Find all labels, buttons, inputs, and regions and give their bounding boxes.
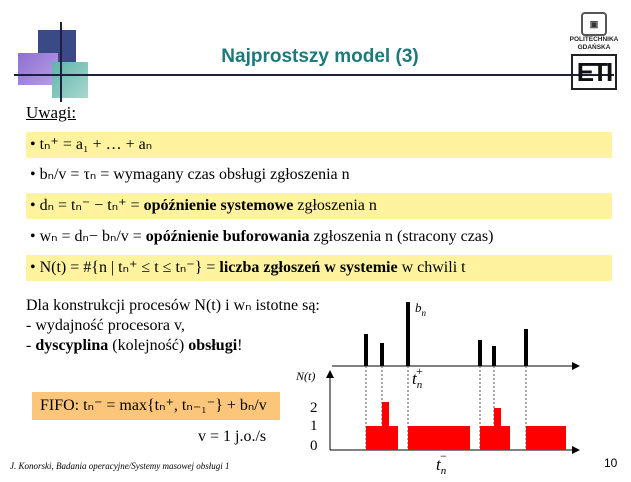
bullet-service-time: • bₙ/v = τₙ = wymagany czas obsługi zgło… <box>26 162 612 188</box>
arrival-impulse <box>406 302 410 366</box>
nt-x-axis-arrow <box>572 446 580 454</box>
university-logo: ▣ POLITECHNIKA GDAŃSKA ETI <box>568 12 620 92</box>
para-post: ! <box>237 337 243 354</box>
logo-line-2: GDAŃSKA <box>577 44 611 51</box>
bullet-text: • tₙ⁺ = a₁ + … + aₙ <box>30 136 153 153</box>
para-bold-discipline: dyscyplina <box>35 337 109 354</box>
label-nt: N(t) <box>295 369 315 383</box>
seal-icon: ▣ <box>581 12 607 36</box>
arrival-impulse <box>364 334 368 366</box>
page-number: 10 <box>604 456 618 470</box>
para-mid: (kolejność) <box>108 337 189 354</box>
arrival-impulse <box>524 329 528 366</box>
bullet-system-delay: • dₙ = tₙ⁻ − tₙ⁺ = opóźnienie systemowe … <box>26 193 612 219</box>
bullet-bold-term: opóźnienie buforowania <box>145 228 310 245</box>
y-tick-2: 2 <box>310 400 318 416</box>
decor-vertical-line <box>60 22 62 102</box>
arrival-impulse <box>380 343 384 366</box>
y-tick-0: 0 <box>310 438 318 454</box>
arrival-impulse <box>478 340 482 366</box>
decor-square-purple <box>18 53 58 85</box>
para-bold-service: obsługi <box>188 337 238 354</box>
arrival-impulse <box>492 346 496 366</box>
bullet-text-post: zgłoszenia n (stracony czas) <box>309 228 494 245</box>
paragraph-line-1: Dla konstrukcji procesów N(t) i wₙ istot… <box>26 297 320 314</box>
slide-title: Najprostszy model (3) <box>221 46 419 67</box>
bullet-text-post: w chwili t <box>397 259 466 276</box>
nt-step <box>382 402 389 426</box>
bullet-text-pre: • N(t) = #{n | tₙ⁺ ≤ t ≤ tₙ⁻} = <box>30 259 220 276</box>
bullet-text: • bₙ/v = τₙ = wymagany czas obsługi zgło… <box>30 166 350 183</box>
bullet-bold-term: liczba zgłoszeń w systemie <box>219 259 398 276</box>
bullet-text-pre: • dₙ = tₙ⁻ − tₙ⁺ = <box>30 197 144 214</box>
paragraph-line-2: - wydajność procesora v, <box>26 317 185 334</box>
nt-step <box>494 408 501 426</box>
notes-heading: Uwagi: <box>26 103 77 122</box>
logo-line-1: POLITECHNIKA <box>569 36 619 43</box>
label-bn: bn <box>415 300 427 318</box>
bullet-text-pre: • wₙ = dₙ− bₙ/v = <box>30 228 146 245</box>
y-tick-1: 1 <box>310 418 318 434</box>
bullet-arrival-time: • tₙ⁺ = a₁ + … + aₙ <box>26 132 612 158</box>
arrivals-axis-arrow <box>572 362 580 370</box>
nt-step <box>526 426 566 450</box>
decor-square-teal <box>52 62 88 98</box>
fifo-formula: FIFO: tₙ⁻ = max{tₙ⁺, tₙ₋₁⁻} + bₙ/v <box>32 392 280 420</box>
processor-rate: v = 1 j.o./s <box>198 428 267 445</box>
label-tn-plus: tn+ <box>412 364 423 391</box>
logo-mark: ETI <box>571 54 617 90</box>
nt-step <box>366 426 398 450</box>
paragraph-line-3: - dyscyplina (kolejność) obsługi! <box>26 336 242 356</box>
bullet-text-post: zgłoszenia n <box>293 197 377 214</box>
bullet-number-in-system: • N(t) = #{n | tₙ⁺ ≤ t ≤ tₙ⁻} = liczba z… <box>26 255 612 281</box>
nt-step <box>408 426 470 450</box>
footer-citation: J. Konorski, Badania operacyjne/Systemy … <box>10 461 230 471</box>
para-pre: - <box>26 337 36 354</box>
title-underline <box>14 74 614 76</box>
nt-step <box>480 426 510 450</box>
bullet-bold-term: opóźnienie systemowe <box>143 197 294 214</box>
bullet-buffer-delay: • wₙ = dₙ− bₙ/v = opóźnienie buforowania… <box>26 224 612 250</box>
label-tn-minus: tn− <box>436 449 447 477</box>
nt-y-axis-arrow <box>326 370 334 378</box>
